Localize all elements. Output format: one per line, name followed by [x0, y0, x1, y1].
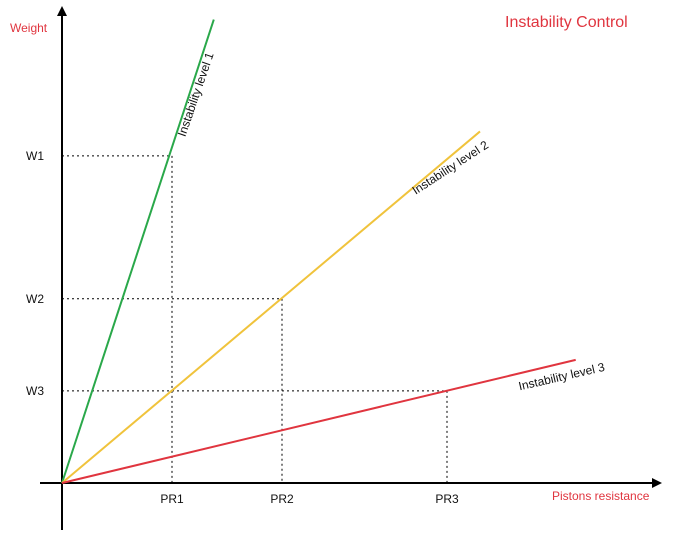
chart-title: Instability Control: [505, 14, 628, 31]
series-lines: [61, 19, 576, 484]
series-label-3: Instability level 3: [517, 360, 606, 394]
x-tick-3: PR3: [435, 492, 459, 506]
series-line-3: [61, 358, 576, 484]
series-label-1: Instability level 1: [175, 50, 217, 138]
guide-lines: [62, 155, 448, 483]
y-tick-2: W2: [26, 292, 44, 306]
y-tick-1: W1: [26, 149, 44, 163]
x-tick-1: PR1: [160, 492, 184, 506]
x-tick-labels: PR1 PR2 PR3: [160, 492, 459, 506]
series-labels: Instability level 1 Instability level 2 In…: [175, 50, 607, 393]
x-tick-2: PR2: [270, 492, 294, 506]
series-line-1: [61, 19, 215, 484]
series-label-2: Instability level 2: [410, 138, 492, 198]
y-tick-labels: W1 W2 W3: [26, 149, 44, 398]
y-tick-3: W3: [26, 384, 44, 398]
series-line-2: [61, 130, 481, 484]
y-axis-label: Weight: [10, 21, 48, 35]
x-axis-label: Pistons resistance: [552, 489, 650, 503]
